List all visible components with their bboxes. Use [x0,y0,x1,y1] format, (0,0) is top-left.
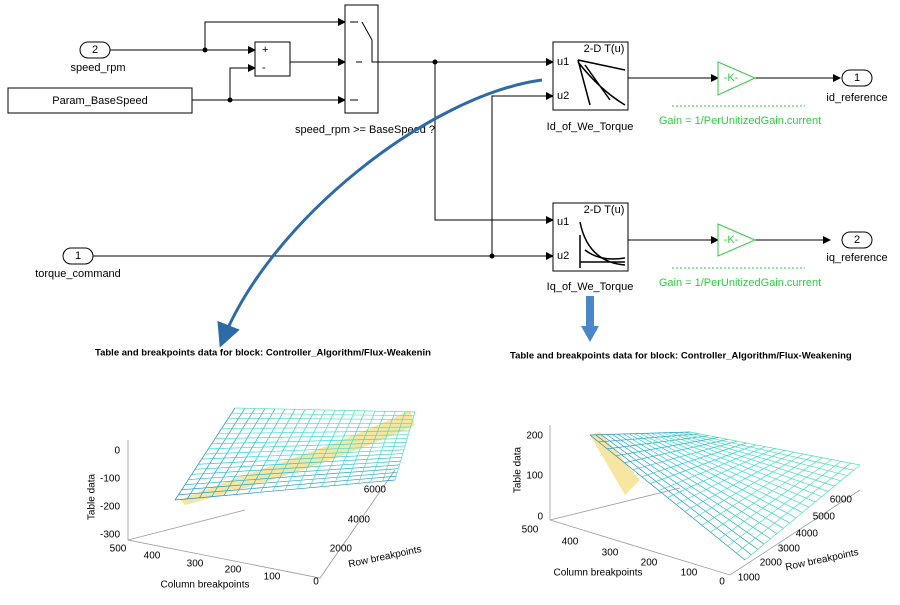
callout-arrow [581,296,599,342]
surface-plot: Table and breakpoints data for block: Co… [510,351,861,588]
block-label: Iq_of_We_Torque [547,281,634,293]
x-tick-label: 500 [110,544,127,555]
z-tick-label: 200 [526,431,543,442]
callout-arrow [217,78,543,348]
y-tick-label: 6000 [364,485,387,496]
port-label: torque_command [35,268,121,280]
x-tick-label: 0 [719,577,725,588]
mesh-line [382,411,406,482]
y-tick-label: 4000 [796,529,819,540]
plots: Table and breakpoints data for block: Co… [87,348,861,591]
port-number: 1 [854,72,860,84]
mesh-line [684,431,854,471]
mesh-line [727,461,842,547]
wires [92,18,841,260]
x-tick-label: 500 [522,525,539,536]
x-tick-label: 400 [144,551,161,562]
port-label: speed_rpm [70,62,125,74]
input-label: u1 [557,56,569,68]
iq-gain: -K- Gain = 1/PerUnitizedGain.current [659,223,821,289]
y-axis-label: Row breakpoints [347,544,422,570]
x-tick-label: 0 [313,577,319,588]
surface-ridge [180,410,415,505]
z-tick-label: 0 [114,446,120,457]
mesh-line [231,412,414,417]
table-title: 2-D T(u) [584,204,625,216]
mesh-line [718,459,832,540]
x-tick-label: 400 [562,537,579,548]
y-tick-label: 2000 [330,544,353,555]
x-tick-label: 200 [225,565,242,576]
y-tick-label: 5000 [813,512,836,523]
port-number: 2 [854,234,860,246]
input-label: u2 [557,90,569,102]
id-lookup-table: 2-D T(u) u1 u2 Id_of_We_Torque [547,41,634,133]
mesh-line [656,432,822,497]
input-label: u1 [557,216,569,228]
y-tick-label: 4000 [348,515,371,526]
z-tick-label: -300 [100,530,120,541]
plot-axes [127,440,396,579]
x-axis-label: Column breakpoints [554,568,643,579]
y-tick-label: 6000 [830,495,853,506]
y-tick-label: 2000 [760,558,783,569]
mesh-line [358,411,386,484]
block-label: speed_rpm >= BaseSpeed ? [295,124,435,136]
iq-lookup-table: 2-D T(u) u1 u2 Iq_of_We_Torque [547,202,634,293]
port-number: 2 [92,44,98,56]
id-gain: -K- Gain = 1/PerUnitizedGain.current [659,61,821,127]
mesh-line [736,462,851,554]
block-label: Id_of_We_Torque [547,121,634,133]
z-tick-label: 100 [526,471,543,482]
port-label: iq_reference [826,252,887,264]
x-tick-label: 200 [641,558,658,569]
sum-sign: - [262,62,266,74]
z-axis-label: Table data [513,446,524,493]
plot-title: Table and breakpoints data for block: Co… [510,351,852,362]
x-tick-label: 100 [681,568,698,579]
surface-plot: Table and breakpoints data for block: Co… [87,348,431,591]
input-label: u2 [557,250,569,262]
id-outport: 1 id_reference [826,69,888,104]
base-speed-constant: Param_BaseSpeed [7,87,193,114]
x-tick-label: 100 [264,572,281,583]
surface-ridge [590,432,640,495]
plot-axes [549,425,861,576]
z-tick-label: -100 [100,474,120,485]
iq-outport: 2 iq_reference [826,231,888,264]
y-tick-label: 1000 [738,573,761,584]
sum-sign: + [262,44,268,56]
speed-inport: 2 speed_rpm [70,41,126,74]
mesh-line [693,453,804,519]
z-axis-label: Table data [87,473,98,520]
z-tick-label: -200 [100,502,120,513]
x-axis-label: Column breakpoints [161,580,250,591]
x-tick-label: 300 [187,559,204,570]
switch-block: speed_rpm >= BaseSpeed ? [295,4,435,136]
port-label: id_reference [826,92,887,104]
z-tick-label: 0 [537,512,543,523]
mesh-line [689,431,861,466]
mesh-line [228,417,413,420]
mesh-line [394,411,416,481]
x-tick-label: 300 [602,548,619,559]
gain-label: Gain = 1/PerUnitizedGain.current [659,115,821,127]
gain-text: -K- [724,234,739,246]
gain-label: Gain = 1/PerUnitizedGain.current [659,277,821,289]
torque-inport: 1 torque_command [35,247,121,280]
table-title: 2-D T(u) [584,43,625,55]
mesh-line [744,464,861,561]
sum-block: + - [254,41,291,77]
mesh-line [370,411,396,483]
plot-title: Table and breakpoints data for block: Co… [95,348,431,359]
port-number: 1 [75,250,81,262]
mesh-line [234,407,416,413]
block-label: Param_BaseSpeed [52,95,147,107]
y-tick-label: 3000 [778,544,801,555]
gain-text: -K- [724,72,739,84]
mesh-line [678,431,848,476]
